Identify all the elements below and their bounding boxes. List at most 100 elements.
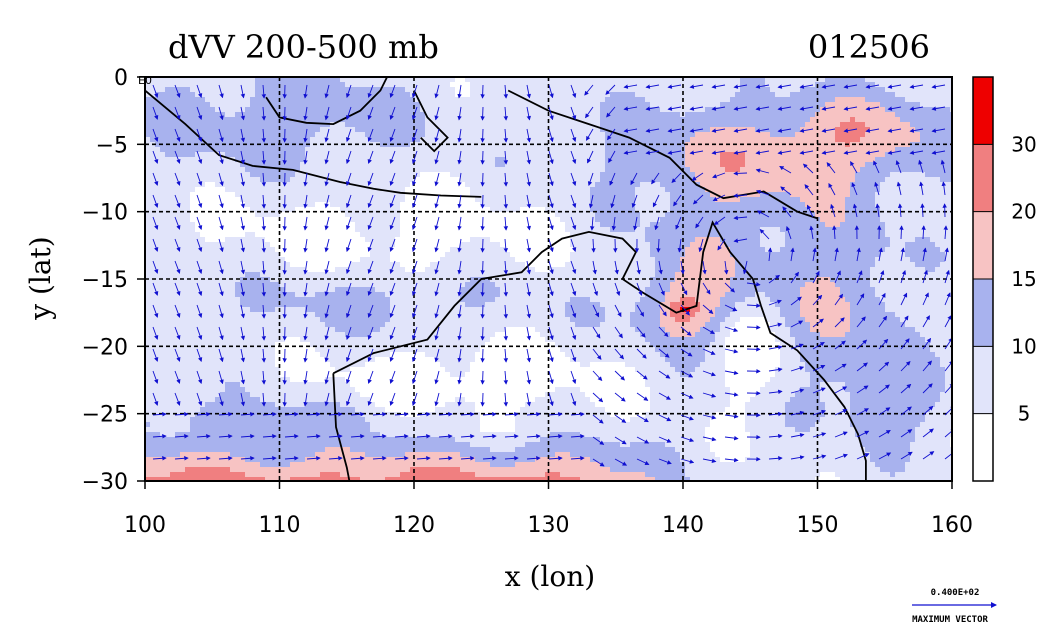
wind-vector	[261, 106, 267, 121]
wind-vector	[152, 392, 159, 406]
wind-vector	[394, 412, 409, 417]
wind-vector	[411, 326, 418, 341]
wind-vector	[592, 348, 602, 360]
wind-vector	[633, 216, 638, 231]
wind-vector	[658, 370, 671, 379]
wind-vector	[733, 150, 748, 155]
wind-vector	[372, 412, 387, 417]
wind-vector	[218, 348, 224, 363]
wind-vector	[480, 128, 485, 143]
wind-vector	[570, 150, 577, 165]
wind-vector	[712, 194, 726, 202]
wind-vector	[174, 370, 181, 384]
wind-vector	[856, 385, 869, 394]
wind-vector	[434, 172, 440, 187]
wind-vector	[526, 216, 531, 231]
wind-vector	[480, 106, 485, 121]
wind-vector	[878, 361, 890, 372]
wind-vector	[480, 194, 485, 209]
date-label: 012506	[808, 28, 930, 66]
wind-vector	[345, 304, 352, 319]
wind-vector	[856, 408, 869, 416]
wind-vector	[367, 150, 374, 164]
wind-vector	[240, 216, 246, 231]
wind-vector	[152, 260, 159, 274]
wind-vector	[367, 304, 374, 318]
wind-vector	[548, 84, 554, 99]
wind-vector	[592, 392, 604, 403]
wind-vector	[389, 348, 396, 362]
wind-vector	[389, 128, 396, 142]
wind-vector	[324, 216, 330, 231]
wind-vector	[345, 282, 352, 297]
wind-vector	[592, 436, 605, 445]
wind-vector	[152, 434, 167, 439]
x-tick-label-130: 130	[528, 513, 570, 538]
wind-vector	[411, 194, 418, 209]
wind-vector	[548, 194, 554, 209]
wind-vector	[812, 318, 824, 328]
wind-vector	[480, 238, 485, 253]
wind-vector	[878, 247, 883, 262]
wind-vector	[834, 363, 847, 372]
wind-vector	[826, 162, 836, 174]
wind-vector	[570, 84, 577, 99]
wind-vector	[218, 282, 224, 297]
wind-vector	[548, 238, 554, 253]
wind-vector	[702, 326, 715, 334]
wind-vector	[605, 84, 616, 95]
wind-vector	[843, 106, 858, 111]
wind-vector	[724, 304, 738, 312]
wind-vector	[389, 84, 396, 98]
wind-vector	[667, 128, 682, 133]
wind-vector	[306, 412, 321, 417]
wind-vector	[680, 436, 695, 443]
wind-vector	[457, 84, 462, 99]
wind-vector	[240, 412, 255, 417]
wind-vector	[606, 106, 616, 118]
wind-vector	[878, 315, 888, 328]
wind-vector	[416, 456, 431, 461]
colorbar-band-1	[973, 346, 993, 414]
wind-vector	[434, 326, 440, 341]
max-vector-value: 0.400E+02	[931, 588, 980, 598]
max-vector-caption: MAXIMUM VECTOR	[912, 615, 988, 625]
wind-vector	[218, 456, 233, 461]
wind-vector	[411, 172, 418, 187]
wind-vector	[878, 452, 892, 460]
wind-vector	[218, 150, 224, 165]
wind-vector	[654, 216, 660, 231]
wind-vector	[303, 304, 308, 319]
wind-vector	[526, 326, 531, 341]
wind-vector	[548, 434, 563, 439]
wind-vector	[746, 282, 761, 287]
wind-vector	[411, 370, 418, 385]
wind-vector	[434, 348, 440, 363]
wind-vector	[680, 304, 690, 316]
wind-vector	[303, 84, 308, 99]
wind-vector	[812, 270, 820, 284]
wind-vector	[614, 348, 624, 360]
wind-vector	[367, 84, 374, 98]
wind-vector	[587, 150, 594, 164]
wind-vector	[218, 412, 233, 417]
wind-vector	[324, 172, 330, 187]
wind-vector	[480, 326, 485, 341]
wind-vector	[909, 150, 924, 155]
wind-vector	[434, 84, 440, 99]
wind-vector	[196, 172, 203, 187]
wind-vector	[367, 260, 374, 274]
wind-vector	[790, 343, 804, 350]
wind-vector	[712, 172, 726, 179]
wind-vector	[480, 370, 485, 385]
wind-vector	[152, 304, 159, 318]
colorbar-label-30: 30	[1011, 132, 1036, 156]
wind-vector	[345, 128, 352, 143]
wind-vector	[878, 270, 885, 284]
y-tick-label--20: −20	[82, 335, 128, 360]
wind-vector	[389, 326, 396, 340]
wind-vector	[878, 338, 889, 350]
wind-vector	[834, 386, 848, 394]
wind-vector	[931, 150, 946, 155]
wind-vector	[623, 84, 638, 89]
